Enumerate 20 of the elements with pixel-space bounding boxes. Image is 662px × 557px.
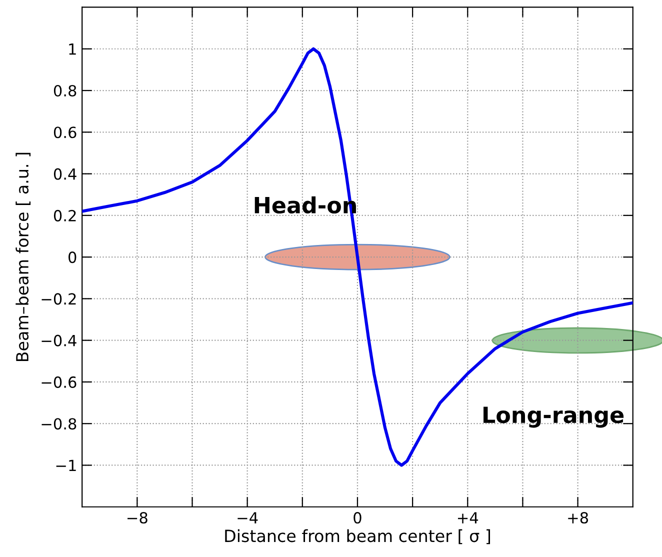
y-tick-label: −1 [56, 460, 76, 472]
x-tick-label: −4 [238, 512, 258, 524]
x-axis-title: Distance from beam center [ σ ] [225, 529, 490, 544]
y-tick-label: 0.2 [54, 210, 76, 222]
y-tick-label: 0.8 [54, 84, 76, 97]
x-tick-label: +8 [568, 512, 588, 524]
y-tick-label: 0.6 [54, 126, 76, 138]
line-series [82, 47, 633, 467]
x-tick-label: −8 [128, 512, 148, 524]
y-tick-label: −0.6 [42, 376, 76, 388]
y-tick-label: −0.4 [42, 334, 76, 346]
y-tick-label: 1 [69, 44, 76, 55]
annotation: Long-range [484, 406, 624, 428]
x-tick-label: 0 [354, 512, 362, 524]
y-tick-label: −0.8 [42, 418, 76, 430]
y-tick-label: 0.4 [54, 168, 76, 180]
y-axis-title: Beam–beam force [ a.u. ] [16, 152, 31, 362]
y-tick-label: 0 [68, 252, 76, 264]
x-tick-label: +4 [458, 512, 478, 524]
y-tick-label: −0.2 [42, 293, 76, 305]
